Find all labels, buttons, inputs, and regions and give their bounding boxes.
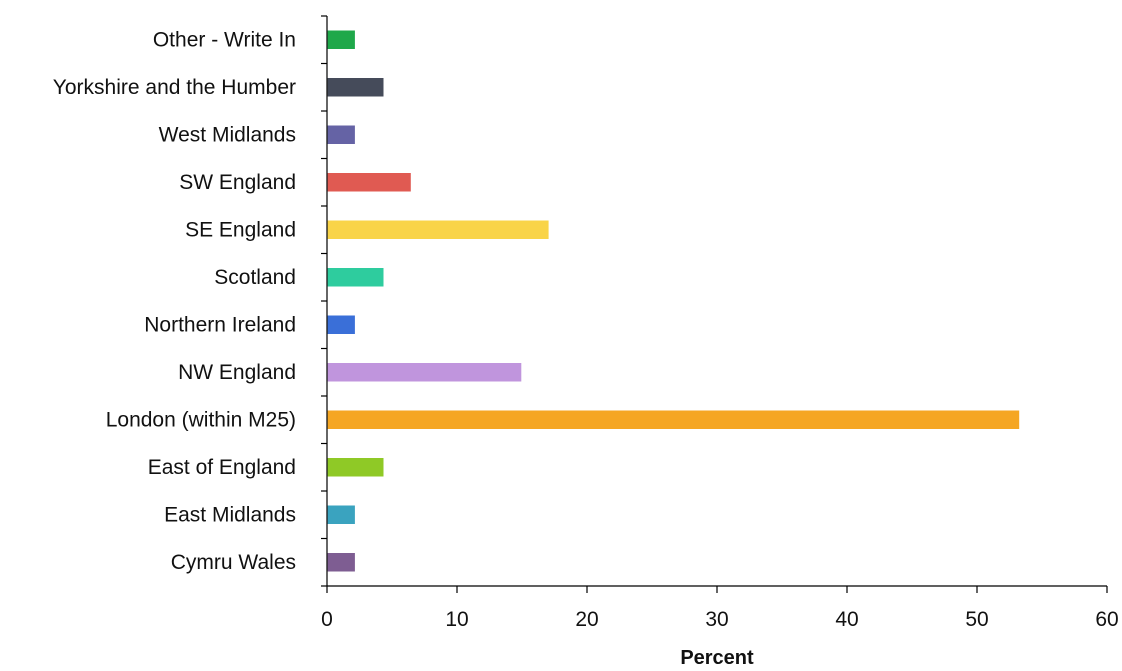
category-label: Scotland	[214, 266, 296, 289]
labels-layer: Other - Write In Yorkshire and the Humber…	[53, 28, 1119, 631]
bar	[327, 553, 355, 572]
bar	[327, 410, 1020, 429]
category-label: Yorkshire and the Humber	[53, 76, 296, 99]
x-tick-label: 60	[1095, 608, 1118, 631]
x-tick-label: 40	[835, 608, 858, 631]
bar	[327, 78, 384, 97]
category-label: Cymru Wales	[171, 551, 296, 574]
category-label: Other - Write In	[153, 28, 296, 51]
x-tick-label: 10	[445, 608, 468, 631]
x-tick-label: 20	[575, 608, 598, 631]
category-label: East Midlands	[164, 503, 296, 526]
bar	[327, 458, 384, 477]
bar	[327, 315, 355, 334]
bar	[327, 125, 355, 144]
bar	[327, 268, 384, 287]
bar	[327, 30, 355, 49]
bar	[327, 505, 355, 524]
x-tick-label: 50	[965, 608, 988, 631]
x-tick-label: 0	[321, 608, 333, 631]
category-label: London (within M25)	[106, 408, 296, 431]
category-label: Northern Ireland	[144, 313, 296, 336]
category-label: East of England	[148, 456, 296, 479]
category-label: SE England	[185, 218, 296, 241]
category-label: NW England	[178, 361, 296, 384]
axes-layer	[321, 15, 1108, 593]
x-axis-title: Percent	[680, 647, 754, 669]
x-tick-label: 30	[705, 608, 728, 631]
bar	[327, 173, 411, 192]
bar	[327, 363, 522, 382]
category-label: SW England	[179, 171, 296, 194]
bars-layer	[327, 30, 1020, 572]
bar	[327, 220, 549, 239]
category-label: West Midlands	[159, 123, 296, 146]
